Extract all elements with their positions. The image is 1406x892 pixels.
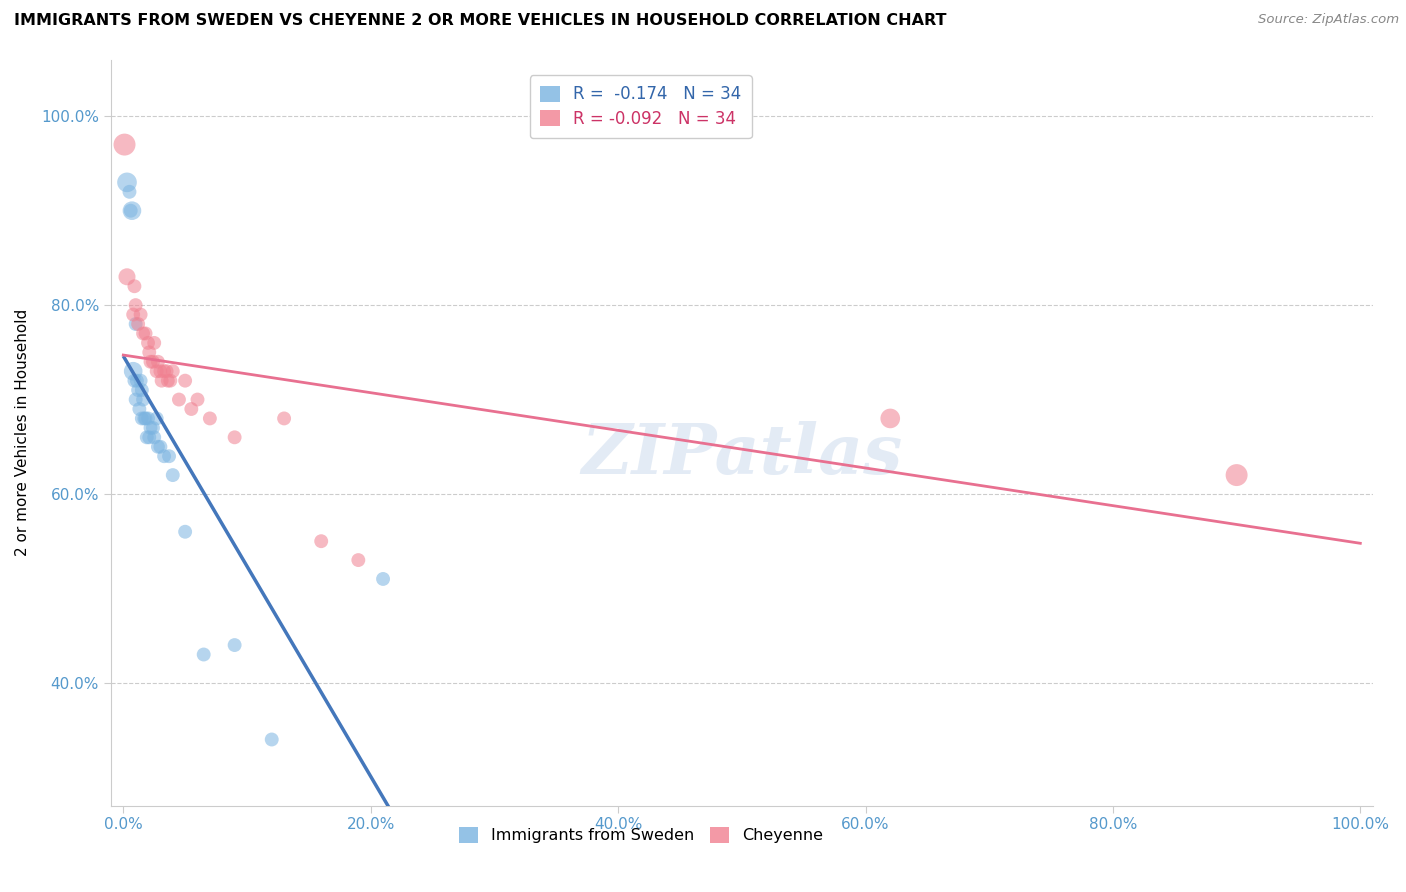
Text: Source: ZipAtlas.com: Source: ZipAtlas.com <box>1258 13 1399 27</box>
Text: ZIPatlas: ZIPatlas <box>581 421 903 489</box>
Point <box>149 364 172 378</box>
Point <box>145 411 167 425</box>
Point <box>120 203 142 218</box>
Point <box>153 364 176 378</box>
Point <box>127 383 149 397</box>
Point <box>162 468 184 483</box>
Point <box>124 374 146 388</box>
Point <box>132 392 155 407</box>
Point <box>127 317 149 331</box>
Point <box>139 355 162 369</box>
Point <box>149 440 172 454</box>
Point <box>115 269 138 284</box>
Y-axis label: 2 or more Vehicles in Household: 2 or more Vehicles in Household <box>15 309 30 557</box>
Point <box>122 364 145 378</box>
Point <box>193 648 215 662</box>
Legend: R =  -0.174   N = 34, R = -0.092   N = 34: R = -0.174 N = 34, R = -0.092 N = 34 <box>530 76 752 138</box>
Point <box>347 553 370 567</box>
Point <box>157 449 180 463</box>
Point <box>138 345 160 359</box>
Point <box>174 524 197 539</box>
Point <box>135 326 157 341</box>
Point <box>118 185 141 199</box>
Point <box>136 411 159 425</box>
Point <box>180 402 202 417</box>
Point <box>142 355 165 369</box>
Point <box>143 335 166 350</box>
Point <box>125 374 148 388</box>
Point <box>114 137 136 152</box>
Point <box>198 411 221 425</box>
Point <box>879 411 901 425</box>
Point <box>153 449 176 463</box>
Text: IMMIGRANTS FROM SWEDEN VS CHEYENNE 2 OR MORE VEHICLES IN HOUSEHOLD CORRELATION C: IMMIGRANTS FROM SWEDEN VS CHEYENNE 2 OR … <box>14 13 946 29</box>
Point <box>224 638 246 652</box>
Point <box>162 364 184 378</box>
Point <box>135 430 157 444</box>
Point <box>124 279 146 293</box>
Point <box>145 364 167 378</box>
Point <box>186 392 208 407</box>
Point <box>309 534 332 549</box>
Point <box>142 421 165 435</box>
Point <box>122 308 145 322</box>
Point <box>156 374 179 388</box>
Point <box>1226 468 1249 483</box>
Point <box>167 392 190 407</box>
Point <box>131 411 153 425</box>
Point <box>124 317 146 331</box>
Point <box>146 440 169 454</box>
Point <box>128 402 150 417</box>
Point <box>224 430 246 444</box>
Point <box>273 411 295 425</box>
Point <box>150 374 173 388</box>
Point <box>139 421 162 435</box>
Point <box>132 326 155 341</box>
Point <box>159 374 181 388</box>
Point <box>121 203 143 218</box>
Point <box>174 374 197 388</box>
Point <box>135 411 157 425</box>
Point <box>131 383 153 397</box>
Point <box>134 411 156 425</box>
Point <box>115 175 138 189</box>
Point <box>146 355 169 369</box>
Point <box>371 572 394 586</box>
Point <box>129 374 152 388</box>
Point <box>124 298 146 312</box>
Point <box>129 308 152 322</box>
Point <box>143 430 166 444</box>
Point <box>124 392 146 407</box>
Point <box>155 364 177 378</box>
Point <box>138 430 160 444</box>
Point <box>136 335 159 350</box>
Point <box>260 732 283 747</box>
